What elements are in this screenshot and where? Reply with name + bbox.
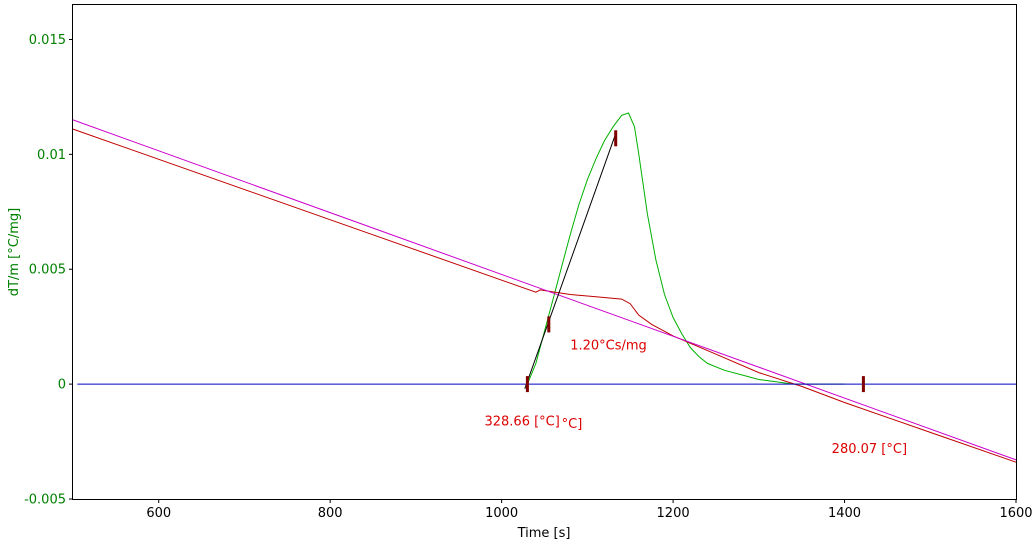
marker-1 xyxy=(547,316,551,333)
series-line-2 xyxy=(72,119,1017,461)
x-axis-ticks: 600 800 1000 1200 1400 1600 xyxy=(146,499,1032,521)
x-tick-label-4: 1400 xyxy=(828,506,861,521)
series-layer xyxy=(72,112,1017,463)
annotation-2: °C] xyxy=(562,417,583,432)
y-tick-label-1: 0 xyxy=(58,378,66,393)
x-tick-label-1: 800 xyxy=(318,506,343,521)
x-tick-label-2: 1000 xyxy=(485,506,518,521)
y-axis-title: dT/m [°C/mg] xyxy=(7,208,22,296)
y-tick-label-2: 0.005 xyxy=(29,263,66,278)
plot-frame xyxy=(72,4,1017,500)
y-tick-label-4: 0.015 xyxy=(29,33,66,48)
annotation-1: 328.66 [°C] xyxy=(484,414,559,429)
annotation-0: 1.20°Cs/mg xyxy=(570,339,647,354)
series-line-1 xyxy=(72,128,1017,463)
x-tick-label-3: 1200 xyxy=(657,506,690,521)
x-tick-label-5: 1600 xyxy=(999,506,1032,521)
annotations: 1.20°Cs/mg 328.66 [°C] °C] 280.07 [°C] xyxy=(484,339,907,457)
annotation-3: 280.07 [°C] xyxy=(832,442,907,457)
series-line-0 xyxy=(526,112,845,385)
x-axis-title: Time [s] xyxy=(517,526,571,541)
marker-3 xyxy=(861,376,865,393)
x-tick-label-0: 600 xyxy=(146,506,171,521)
marker-0 xyxy=(525,376,529,393)
marker-layer xyxy=(525,130,865,393)
y-axis-ticks: -0.005 0 0.005 0.01 0.015 xyxy=(24,33,73,508)
marker-2 xyxy=(614,130,618,147)
series-line-4 xyxy=(524,133,617,389)
y-tick-label-0: -0.005 xyxy=(24,493,66,508)
y-tick-label-3: 0.01 xyxy=(37,148,66,163)
